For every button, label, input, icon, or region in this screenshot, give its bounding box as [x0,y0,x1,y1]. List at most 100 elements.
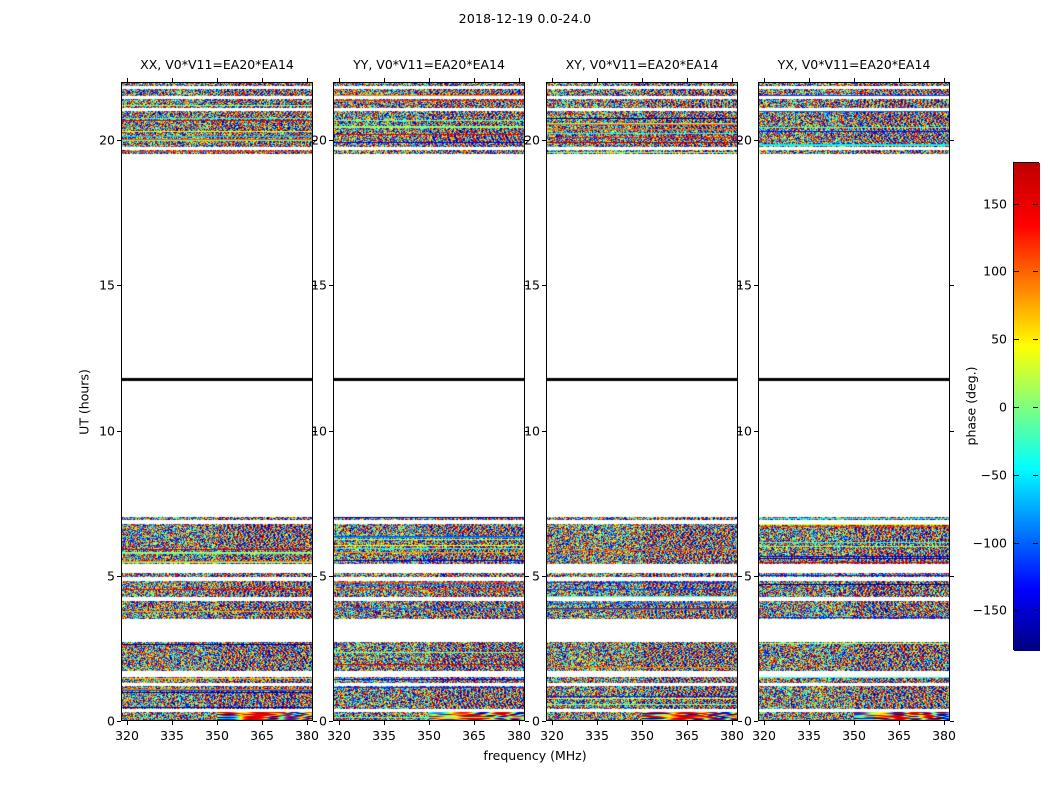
x-tick-mark [552,78,553,82]
x-tick-mark [764,721,765,725]
colorbar-tick-mark [1014,407,1019,408]
x-tick-label: 320 [327,728,351,743]
x-tick-mark [764,78,765,82]
panel-yx[interactable]: YX, V0*V11=EA20*EA14 0 5 10 15 20 320 335 350 36… [736,57,956,743]
y-tick-label: 20 [524,132,540,148]
y-tick-label: 15 [736,277,752,293]
colorbar-tick-label: 50 [991,331,1007,347]
x-tick-mark [809,78,810,82]
y-tick-label: 0 [532,713,540,729]
y-tick-mark [525,140,529,142]
x-tick-mark [642,78,643,82]
y-tick-mark [329,575,333,577]
x-tick-mark [854,78,855,82]
y-tick-mark [542,140,546,142]
y-tick-label: 5 [744,568,752,584]
colorbar-tick-mark [1014,339,1019,341]
y-tick-label: 10 [524,423,540,439]
y-axis-label: UT (hours) [76,369,92,435]
colorbar-label: phase (deg.) [963,366,979,446]
y-tick-mark [754,721,758,722]
x-tick-label: 380 [295,728,319,743]
y-tick-mark [313,140,317,142]
x-tick-mark [262,721,263,725]
axes-yy [333,82,525,721]
colorbar-tick-mark [1033,339,1038,341]
x-tick-mark [384,721,385,725]
x-tick-mark [944,78,945,82]
axes-xy [546,82,738,721]
colorbar-tick-mark [1014,271,1019,273]
x-tick-label: 365 [250,728,274,743]
panel-yy[interactable]: YY, V0*V11=EA20*EA14 0 5 10 15 20 320 335 350 36… [311,57,531,743]
y-tick-mark [313,721,317,722]
x-tick-mark [262,78,263,82]
x-tick-mark [809,721,810,725]
y-tick-label: 5 [319,568,327,584]
figure-suptitle: 2018-12-19 0.0-24.0 [458,11,592,26]
x-tick-mark [384,78,385,82]
y-tick-mark [313,575,317,577]
x-tick-mark [519,721,520,725]
x-tick-label: 365 [887,728,911,743]
y-tick-label: 0 [107,713,115,729]
y-tick-mark [117,430,121,432]
colorbar-tick-mark [1033,271,1038,273]
colorbar[interactable]: −150 −100 −50 0 50 100 150 [973,162,1040,651]
y-tick-mark [117,575,121,577]
panel-xy[interactable]: XY, V0*V11=EA20*EA14 0 5 10 15 20 320 335 350 36… [524,57,744,743]
panel-title-xx: XX, V0*V11=EA20*EA14 [140,57,294,72]
x-tick-mark [172,721,173,725]
y-tick-mark [754,430,758,432]
y-tick-mark [329,721,333,722]
colorbar-tick-mark [1033,542,1038,544]
y-tick-mark [542,285,546,287]
x-tick-label: 335 [372,728,396,743]
colorbar-tick-mark [1033,610,1038,612]
y-tick-mark [738,430,742,432]
x-tick-mark [172,78,173,82]
x-tick-mark [127,721,128,725]
x-tick-label: 380 [932,728,956,743]
colorbar-tick-label: 100 [983,263,1007,279]
y-tick-mark [525,285,529,287]
panel-title-yx: YX, V0*V11=EA20*EA14 [777,57,931,72]
panel-xx[interactable]: XX, V0*V11=EA20*EA14 0 5 10 15 20 320 335 350 36… [99,57,319,743]
colorbar-tick-label: −150 [972,602,1007,618]
x-tick-label: 320 [115,728,139,743]
y-tick-mark [738,575,742,577]
y-tick-mark [950,575,954,577]
y-tick-mark [117,721,121,722]
x-tick-mark [429,78,430,82]
y-tick-mark [117,140,121,142]
y-tick-mark [754,140,758,142]
colorbar-tick-mark [1033,474,1038,476]
x-tick-mark [474,78,475,82]
y-tick-label: 15 [311,277,327,293]
x-tick-mark [944,721,945,725]
y-tick-label: 20 [99,132,115,148]
x-tick-mark [339,78,340,82]
x-tick-label: 335 [797,728,821,743]
axes-xx [121,82,313,721]
y-tick-mark [738,140,742,142]
y-tick-mark [950,430,954,432]
y-tick-mark [950,285,954,287]
x-tick-mark [474,721,475,725]
x-tick-mark [217,721,218,725]
colorbar-tick-mark [1014,610,1019,612]
x-tick-label: 350 [630,728,654,743]
x-tick-label: 335 [160,728,184,743]
y-tick-mark [313,285,317,287]
colorbar-tick-label: −100 [972,535,1007,551]
y-tick-mark [525,721,529,722]
x-axis-label: frequency (MHz) [483,748,587,763]
y-tick-mark [950,721,954,722]
x-tick-mark [307,78,308,82]
y-tick-label: 5 [532,568,540,584]
x-tick-mark [127,78,128,82]
y-tick-label: 15 [99,277,115,293]
y-tick-label: 10 [736,423,752,439]
y-tick-mark [754,575,758,577]
